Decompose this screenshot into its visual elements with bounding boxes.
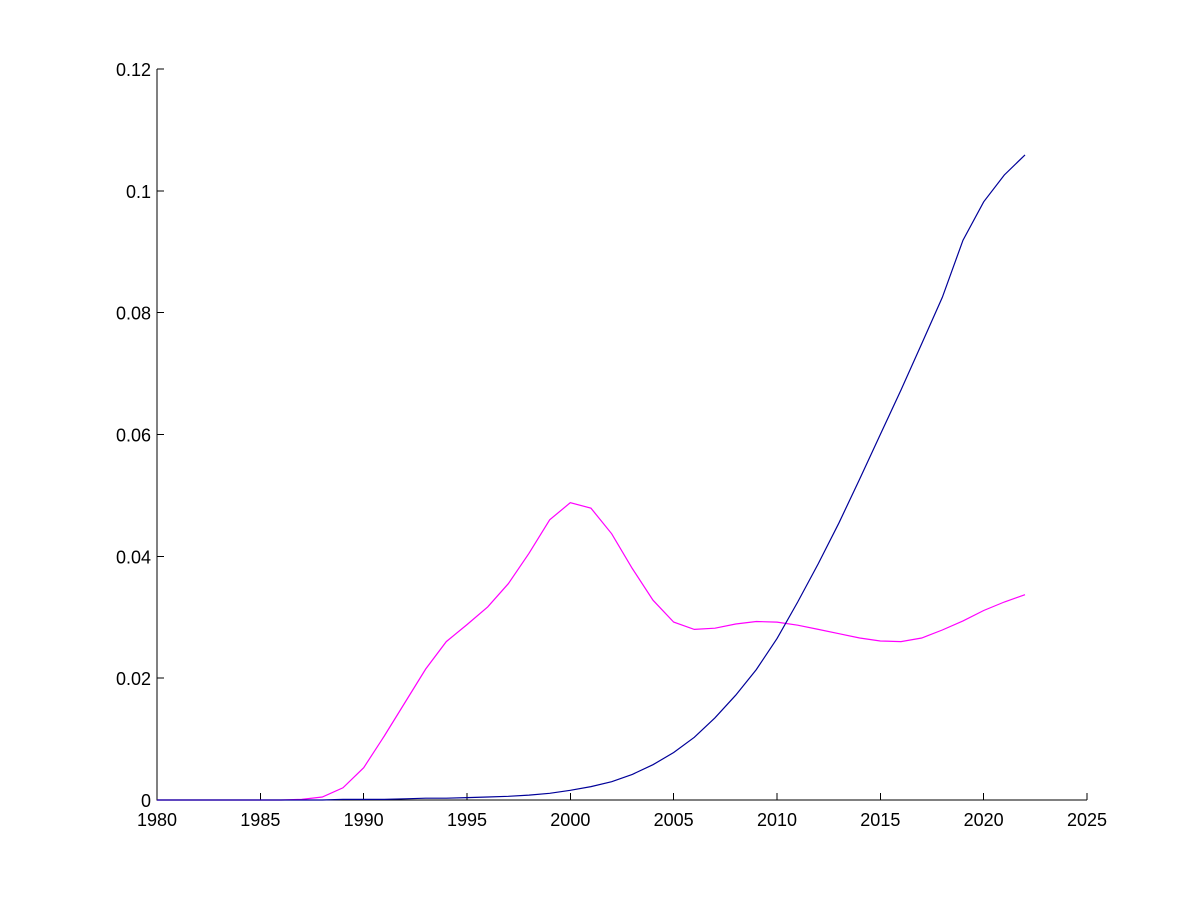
x-tick-label: 2020 [964,810,1004,830]
x-tick-label: 2025 [1067,810,1107,830]
y-tick-label: 0.06 [116,426,151,446]
y-tick-label: 0.12 [116,60,151,80]
y-tick-label: 0.08 [116,304,151,324]
plot-area: 1980 1985 1990 1995 2000 2005 2010 2015 2020 2025… [116,60,1107,830]
x-tick-label: 2000 [550,810,590,830]
x-axis: 1980 1985 1990 1995 2000 2005 2010 2015 2020 2025 [137,793,1107,830]
x-tick-label: 2005 [654,810,694,830]
x-tick-label: 1980 [137,810,177,830]
y-tick-label: 0.02 [116,669,151,689]
series-line-2 [157,154,1026,801]
y-axis: 0 0.02 0.04 0.06 0.08 0.1 0.12 [116,60,164,811]
y-tick-label: 0.1 [126,182,151,202]
series-line-1 [157,502,1026,801]
x-tick-label: 2015 [860,810,900,830]
y-tick-label: 0.04 [116,547,151,567]
x-tick-label: 1995 [447,810,487,830]
x-tick-label: 2010 [757,810,797,830]
y-tick-label: 0 [141,791,151,811]
x-tick-label: 1990 [344,810,384,830]
series-lines [157,154,1026,801]
axes-frame [156,69,1087,801]
x-tick-label: 1985 [240,810,280,830]
